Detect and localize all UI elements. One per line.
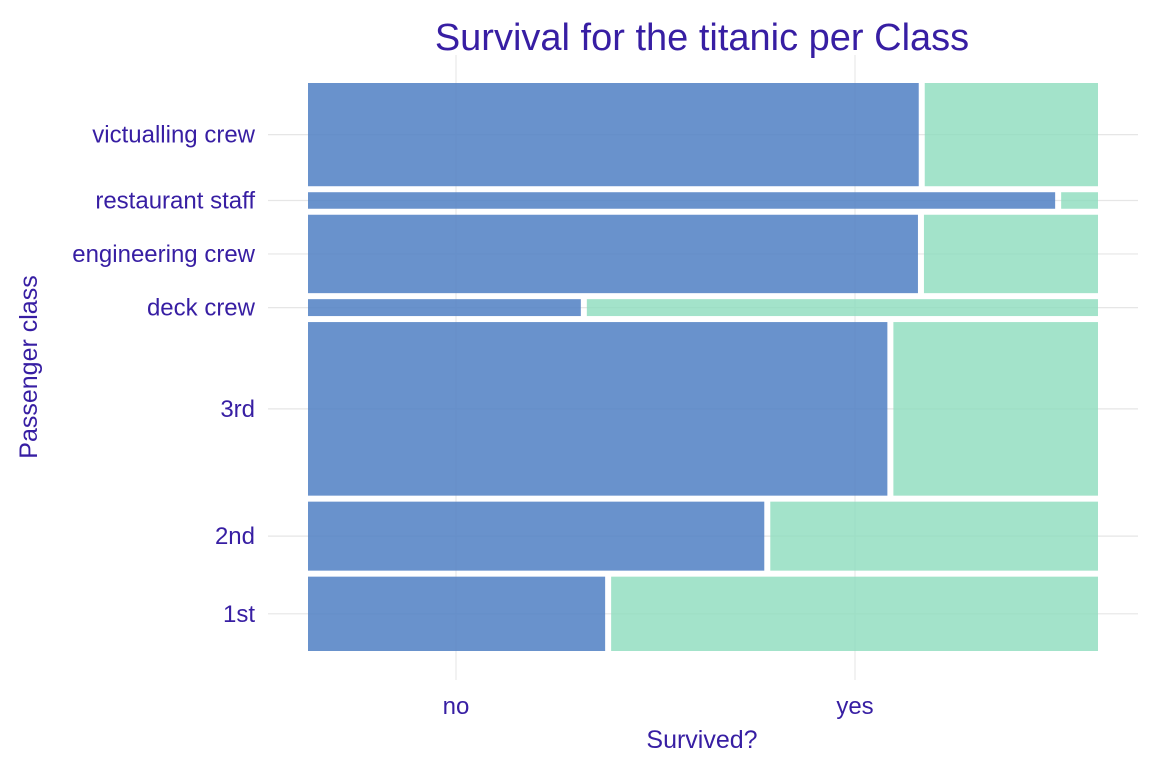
tile-no-engineering-crew — [308, 214, 918, 294]
tile-no-1st — [308, 576, 606, 651]
y-tick-label: engineering crew — [72, 241, 255, 268]
tile-no-restaurant-staff — [308, 192, 1056, 209]
mosaic-tiles — [308, 83, 1098, 651]
chart-title: Survival for the titanic per Class — [435, 17, 969, 59]
tile-yes-victualling-crew — [924, 83, 1098, 187]
x-axis-title: Survived? — [646, 726, 757, 754]
y-tick-label: 2nd — [215, 523, 255, 550]
tile-no-victualling-crew — [308, 83, 919, 187]
y-tick-label: restaurant staff — [95, 187, 255, 214]
x-tick-label: yes — [836, 693, 873, 720]
y-axis-title: Passenger class — [15, 275, 43, 458]
y-tick-label: 3rd — [220, 396, 255, 423]
tile-yes-1st — [611, 576, 1098, 651]
tile-yes-deck-crew — [586, 299, 1098, 317]
tile-yes-3rd — [893, 322, 1098, 496]
y-tick-label: 1st — [223, 601, 255, 628]
tile-no-deck-crew — [308, 299, 581, 317]
tile-no-2nd — [308, 501, 765, 571]
y-tick-label: deck crew — [147, 295, 256, 322]
y-tick-label: victualling crew — [92, 122, 255, 149]
tile-yes-restaurant-staff — [1061, 192, 1098, 209]
tile-yes-2nd — [770, 501, 1098, 571]
tile-no-3rd — [308, 322, 888, 496]
x-tick-label: no — [443, 693, 470, 720]
tile-yes-engineering-crew — [923, 214, 1098, 294]
tick-labels: 1st 2nd 3rd deck crew engineering crew restau… — [72, 122, 873, 720]
